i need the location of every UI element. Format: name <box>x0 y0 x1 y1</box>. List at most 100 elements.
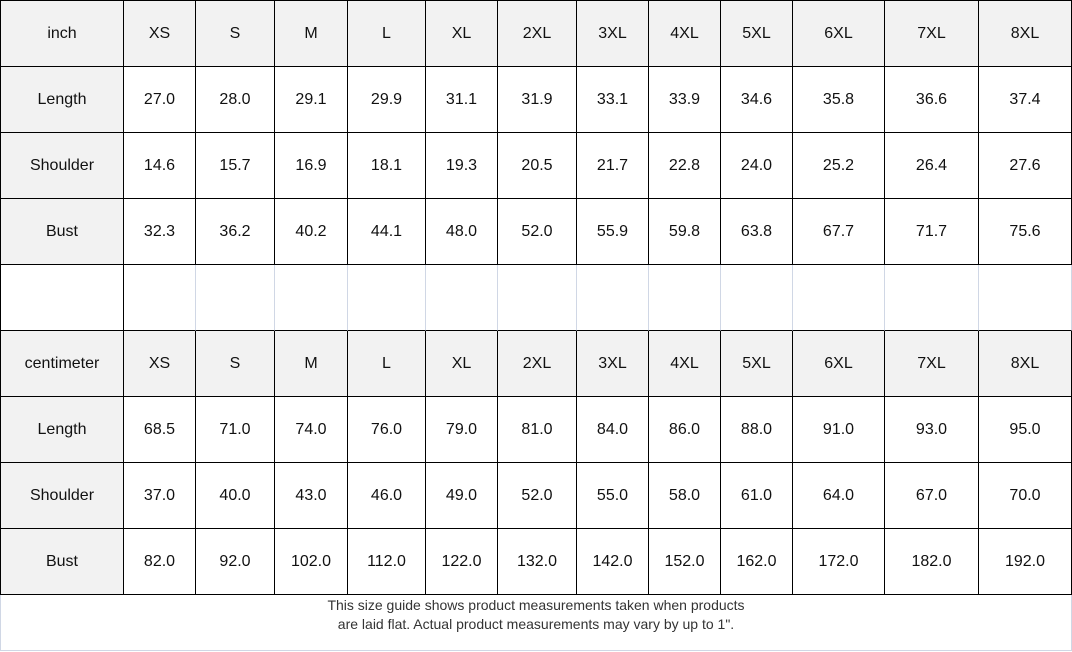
spacer-cell <box>721 265 793 331</box>
measurement-cell: 61.0 <box>721 463 793 529</box>
spacer-cell <box>1 265 124 331</box>
measurement-cell: 36.2 <box>196 199 275 265</box>
measurement-cell: 35.8 <box>793 67 885 133</box>
measurement-cell: 132.0 <box>498 529 577 595</box>
measurement-cell: 15.7 <box>196 133 275 199</box>
measurement-cell: 48.0 <box>426 199 498 265</box>
measurement-cell: 76.0 <box>348 397 426 463</box>
measurement-cell: 68.5 <box>124 397 196 463</box>
measurement-cell: 25.2 <box>793 133 885 199</box>
measurement-cell: 82.0 <box>124 529 196 595</box>
measurement-cell: 88.0 <box>721 397 793 463</box>
measurement-cell: 67.7 <box>793 199 885 265</box>
measurement-cell: 28.0 <box>196 67 275 133</box>
measurement-cell: 52.0 <box>498 463 577 529</box>
size-header-l: L <box>348 1 426 67</box>
measurement-cell: 79.0 <box>426 397 498 463</box>
spacer-cell <box>426 265 498 331</box>
measurement-cell: 43.0 <box>275 463 348 529</box>
measurement-cell: 29.9 <box>348 67 426 133</box>
size-header-6xl: 6XL <box>793 1 885 67</box>
measurement-cell: 63.8 <box>721 199 793 265</box>
measurement-cell: 162.0 <box>721 529 793 595</box>
spacer-cell <box>498 265 577 331</box>
size-header-6xl: 6XL <box>793 331 885 397</box>
measurement-cell: 71.0 <box>196 397 275 463</box>
size-header-2xl: 2XL <box>498 331 577 397</box>
measurement-cell: 37.4 <box>979 67 1072 133</box>
note-line-1: This size guide shows product measuremen… <box>327 597 745 613</box>
size-header-l: L <box>348 331 426 397</box>
row-label-shoulder: Shoulder <box>1 463 124 529</box>
size-header-3xl: 3XL <box>577 331 649 397</box>
size-header-xl: XL <box>426 1 498 67</box>
measurement-cell: 92.0 <box>196 529 275 595</box>
row-label-length: Length <box>1 67 124 133</box>
measurement-cell: 55.0 <box>577 463 649 529</box>
measurement-cell: 18.1 <box>348 133 426 199</box>
measurement-cell: 14.6 <box>124 133 196 199</box>
spacer-cell <box>124 265 196 331</box>
measurement-cell: 26.4 <box>885 133 979 199</box>
row-label-bust: Bust <box>1 529 124 595</box>
measurement-cell: 32.3 <box>124 199 196 265</box>
measurement-cell: 21.7 <box>577 133 649 199</box>
measurement-cell: 58.0 <box>649 463 721 529</box>
measurement-cell: 20.5 <box>498 133 577 199</box>
spacer-cell <box>649 265 721 331</box>
spacer-cell <box>275 265 348 331</box>
note-line-2: are laid flat. Actual product measuremen… <box>337 616 735 632</box>
measurement-cell: 44.1 <box>348 199 426 265</box>
size-header-s: S <box>196 1 275 67</box>
size-header-3xl: 3XL <box>577 1 649 67</box>
measurement-cell: 64.0 <box>793 463 885 529</box>
size-header-xs: XS <box>124 331 196 397</box>
measurement-cell: 122.0 <box>426 529 498 595</box>
size-header-xs: XS <box>124 1 196 67</box>
row-label-length: Length <box>1 397 124 463</box>
measurement-cell: 27.0 <box>124 67 196 133</box>
size-header-m: M <box>275 1 348 67</box>
measurement-cell: 75.6 <box>979 199 1072 265</box>
measurement-cell: 102.0 <box>275 529 348 595</box>
measurement-cell: 71.7 <box>885 199 979 265</box>
measurement-cell: 16.9 <box>275 133 348 199</box>
measurement-cell: 52.0 <box>498 199 577 265</box>
measurement-cell: 19.3 <box>426 133 498 199</box>
measurement-cell: 95.0 <box>979 397 1072 463</box>
measurement-cell: 46.0 <box>348 463 426 529</box>
measurement-cell: 31.1 <box>426 67 498 133</box>
size-header-s: S <box>196 331 275 397</box>
measurement-cell: 86.0 <box>649 397 721 463</box>
size-header-5xl: 5XL <box>721 331 793 397</box>
measurement-cell: 36.6 <box>885 67 979 133</box>
measurement-cell: 142.0 <box>577 529 649 595</box>
measurement-cell: 192.0 <box>979 529 1072 595</box>
measurement-cell: 172.0 <box>793 529 885 595</box>
measurement-cell: 22.8 <box>649 133 721 199</box>
measurement-cell: 24.0 <box>721 133 793 199</box>
unit-header: centimeter <box>1 331 124 397</box>
size-header-5xl: 5XL <box>721 1 793 67</box>
spacer-cell <box>979 265 1072 331</box>
size-header-2xl: 2XL <box>498 1 577 67</box>
size-header-4xl: 4XL <box>649 331 721 397</box>
measurement-cell: 27.6 <box>979 133 1072 199</box>
measurement-cell: 37.0 <box>124 463 196 529</box>
measurement-cell: 81.0 <box>498 397 577 463</box>
size-guide-note: This size guide shows product measuremen… <box>0 596 1072 634</box>
measurement-cell: 40.2 <box>275 199 348 265</box>
measurement-cell: 182.0 <box>885 529 979 595</box>
size-header-7xl: 7XL <box>885 1 979 67</box>
measurement-cell: 84.0 <box>577 397 649 463</box>
size-chart-table: inch XS S M L XL 2XL 3XL 4XL 5XL 6XL 7XL 8XL Length 27… <box>0 0 1072 595</box>
spacer-cell <box>577 265 649 331</box>
row-label-shoulder: Shoulder <box>1 133 124 199</box>
measurement-cell: 31.9 <box>498 67 577 133</box>
size-header-m: M <box>275 331 348 397</box>
size-header-8xl: 8XL <box>979 331 1072 397</box>
size-header-xl: XL <box>426 331 498 397</box>
spacer-cell <box>885 265 979 331</box>
measurement-cell: 74.0 <box>275 397 348 463</box>
row-label-bust: Bust <box>1 199 124 265</box>
